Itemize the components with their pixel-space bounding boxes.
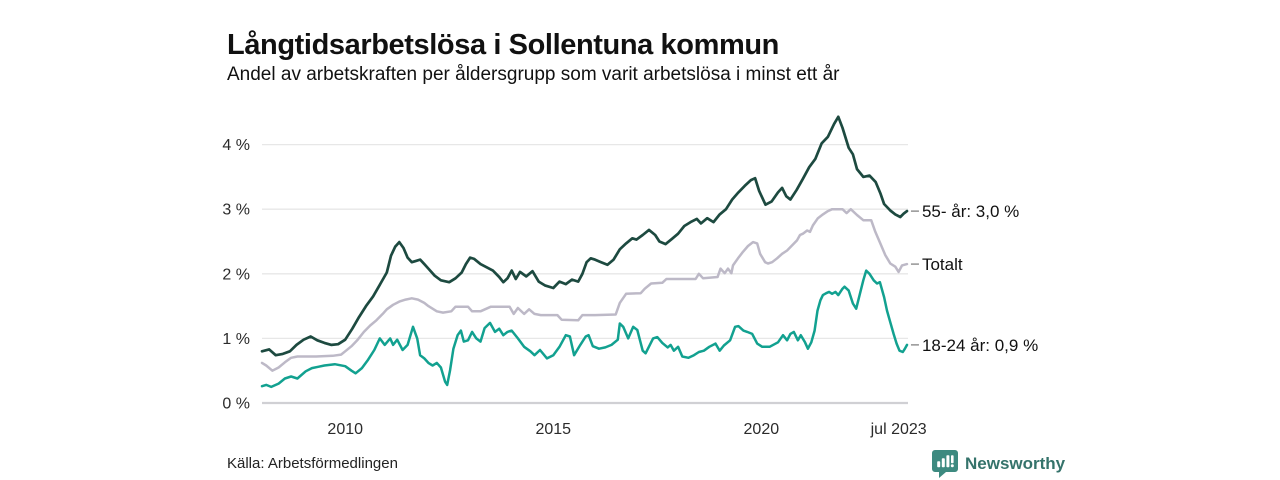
series-end-label-youth: 18-24 år: 0,9 % — [922, 336, 1038, 355]
brand-logo: Newsworthy — [932, 449, 1065, 478]
series-end-label-total: Totalt — [922, 255, 963, 274]
x-tick-label: 2015 — [535, 421, 571, 438]
y-tick-label: 4 % — [222, 137, 250, 154]
x-tick-label: jul 2023 — [870, 421, 927, 438]
page-subtitle: Andel av arbetskraften per åldersgrupp s… — [227, 64, 840, 85]
page-title: Långtidsarbetslösa i Sollentuna kommun — [227, 29, 779, 62]
x-tick-label: 2020 — [744, 421, 780, 438]
x-tick-label: 2010 — [327, 421, 363, 438]
y-tick-label: 0 % — [222, 396, 250, 413]
series-line-total — [260, 207, 909, 372]
y-tick-label: 1 % — [222, 331, 250, 348]
series-line-youth — [260, 269, 909, 389]
newsworthy-icon — [932, 449, 958, 478]
y-tick-label: 3 % — [222, 202, 250, 219]
series-line-55plus — [260, 115, 909, 357]
y-tick-label: 2 % — [222, 266, 250, 283]
brand-name: Newsworthy — [965, 453, 1066, 473]
source-note: Källa: Arbetsförmedlingen — [227, 455, 398, 472]
series-end-label-55plus: 55- år: 3,0 % — [922, 202, 1019, 221]
